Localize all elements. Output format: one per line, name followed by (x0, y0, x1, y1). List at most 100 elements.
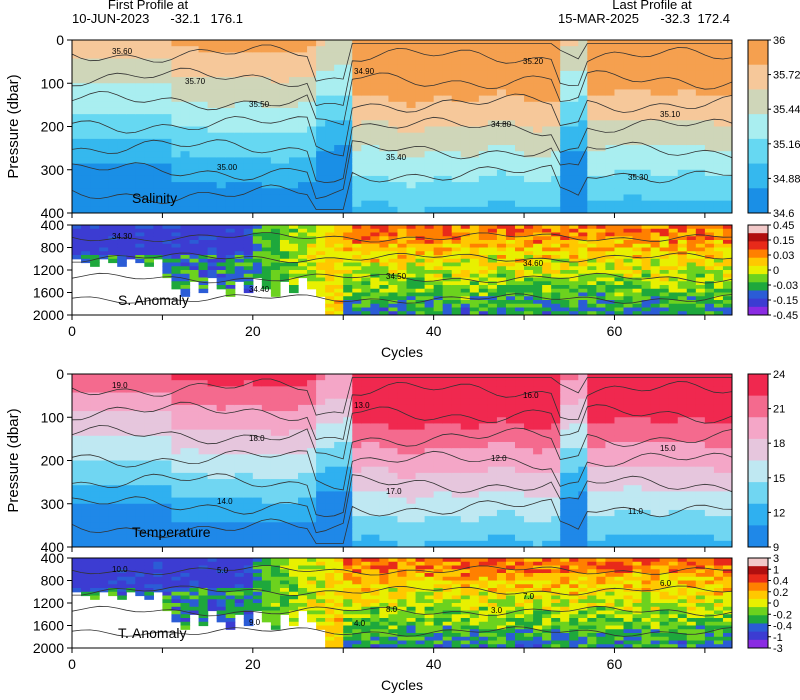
salinity-cell (650, 46, 661, 53)
salinity-cell (451, 182, 462, 189)
salinity-cell (451, 145, 462, 152)
salinity-anomaly-cell (198, 251, 209, 256)
salinity-cell (632, 101, 643, 109)
salinity-cell (126, 89, 136, 97)
salinity-anomaly-cell (406, 232, 417, 237)
salinity-cell (135, 163, 145, 171)
salinity-anomaly-cell (695, 243, 706, 249)
salinity-anomaly-cell (207, 228, 218, 234)
salinity-anomaly-cell (515, 258, 525, 264)
salinity-anomaly-cell (370, 296, 380, 301)
temperature-cell (207, 497, 218, 505)
salinity-anomaly-cell (460, 232, 471, 237)
salinity-anomaly-cell (578, 292, 588, 297)
salinity-anomaly-cell (659, 296, 670, 301)
salinity-cell (316, 89, 326, 97)
salinity-cell (469, 52, 480, 60)
salinity-anomaly-cell (334, 270, 344, 275)
temperature-cell (99, 411, 109, 418)
salinity-cell (198, 151, 209, 158)
salinity-cell (406, 58, 417, 66)
salinity-cell (370, 175, 380, 183)
salinity-cell (578, 206, 588, 213)
temperature-cell (198, 398, 209, 406)
salinity-cell (496, 169, 507, 177)
salinity-cell (117, 200, 127, 208)
salinity-anomaly-cell (388, 288, 399, 294)
salinity-cell (397, 194, 408, 202)
salinity-cell (641, 107, 652, 115)
temperature-cell (397, 534, 408, 542)
temperature-cell (198, 386, 209, 394)
salinity-cell (325, 200, 335, 208)
salinity-cell (695, 188, 706, 196)
salinity-cell (686, 194, 697, 202)
salinity-cell (487, 114, 498, 121)
salinity-anomaly-cell (406, 247, 417, 252)
salinity-cell (288, 95, 299, 103)
salinity-anomaly-cell (560, 303, 570, 309)
salinity-cell (587, 89, 597, 97)
temperature-cell (252, 435, 263, 443)
temperature-cell (117, 435, 127, 443)
temperature-cell (406, 411, 417, 418)
temperature-cell (478, 380, 489, 387)
temperature-cell (126, 435, 136, 443)
salinity-cell (334, 64, 344, 72)
salinity-anomaly-cell (388, 296, 399, 301)
salinity-anomaly-cell (713, 296, 724, 301)
temperature-cell (261, 404, 272, 412)
salinity-cell (677, 163, 688, 171)
temperature-cell (424, 516, 435, 523)
salinity-anomaly-cell (659, 251, 670, 256)
temperature-cell (298, 516, 308, 523)
salinity-cell (614, 175, 625, 183)
salinity-anomaly-cell (442, 240, 453, 245)
temperature-cell (162, 398, 173, 406)
salinity-anomaly-cell (704, 277, 715, 282)
salinity-cell (650, 175, 661, 183)
salinity-cell (397, 52, 408, 60)
temperature-cell (81, 522, 91, 530)
temperature-cell (198, 466, 209, 474)
temperature-cell (207, 503, 218, 511)
salinity-anomaly-cell (668, 240, 679, 245)
salinity-cell (524, 138, 534, 146)
salinity-cell (370, 83, 380, 91)
salinity-anomaly-cell (632, 307, 643, 312)
temperature-cell (198, 540, 209, 547)
temperature-cell (126, 516, 136, 523)
salinity-anomaly-cell (605, 281, 616, 286)
temperature-cell (442, 497, 453, 505)
salinity-anomaly-cell (424, 247, 435, 252)
salinity-cell (225, 169, 236, 177)
temperature-cell (81, 429, 91, 437)
salinity-anomaly-cell (505, 266, 516, 271)
salinity-cell (180, 114, 191, 121)
salinity-cell (542, 145, 552, 152)
temperature-cell (478, 491, 489, 499)
salinity-anomaly-cell (596, 281, 607, 286)
temperature-cell (460, 386, 471, 394)
salinity-cell (370, 114, 380, 121)
temperature-cell (234, 411, 245, 418)
salinity-anomaly-cell (632, 270, 643, 275)
salinity-cell (542, 206, 552, 213)
salinity-cell (99, 89, 109, 97)
salinity-anomaly-cell (433, 273, 444, 279)
salinity-anomaly-cell (171, 240, 182, 245)
salinity-anomaly-cell (623, 300, 634, 305)
salinity-anomaly-cell (587, 258, 597, 264)
temperature-cell (225, 540, 236, 547)
salinity-anomaly-cell (325, 232, 335, 237)
salinity-anomaly-cell (515, 225, 525, 230)
salinity-cell (307, 200, 317, 208)
salinity-cell (460, 114, 471, 121)
salinity-cell (677, 64, 688, 72)
salinity-anomaly-cell (650, 266, 661, 271)
salinity-anomaly-cell (542, 311, 552, 315)
salinity-cell (478, 46, 489, 53)
salinity-anomaly-cell (352, 236, 362, 241)
salinity-anomaly-cell (207, 273, 218, 279)
temperature-cell (126, 503, 136, 511)
